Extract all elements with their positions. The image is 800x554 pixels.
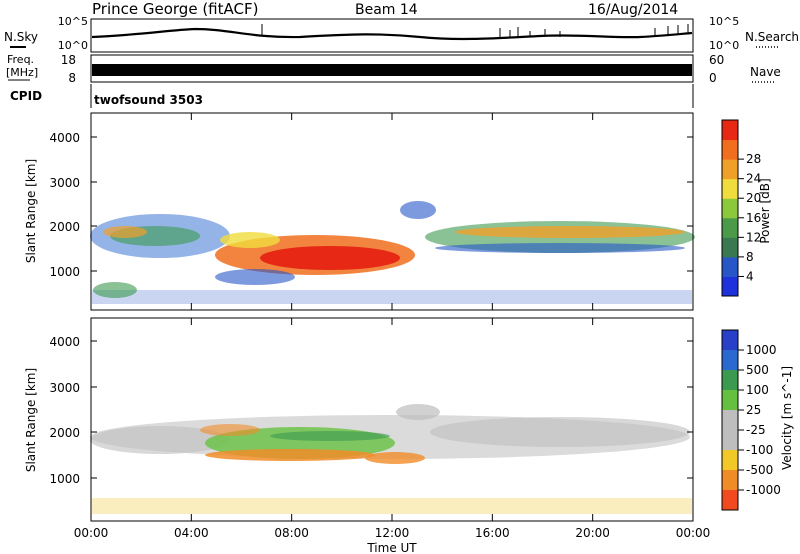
x-axis-ticks: 00:00 04:00 08:00 12:00 16:00 20:00 00:00 [74,113,711,540]
freq-panel-frame [90,54,694,83]
colorbar-segment [722,256,738,277]
colorbar-tick-label: -25 [746,423,766,437]
noise-panel-frame [90,18,694,53]
noise-sky-trace [91,27,693,41]
x-tick-label: 04:00 [174,526,209,540]
colorbar-segment [722,350,738,371]
x-tick-label: 08:00 [274,526,309,540]
power-colorbar-label: Power [dB] [758,178,772,243]
colorbar-segment [722,120,738,141]
freq-label-line2: [MHz] [6,66,38,79]
power-ytick-2000: 2000 [49,220,80,234]
x-tick-label: 00:00 [74,526,109,540]
cpid-program: twofsound 3503 [94,93,203,107]
colorbar-tick-label: 24 [746,172,761,186]
colorbar-tick-label: 12 [746,230,761,244]
colorbar-tick-label: 16 [746,211,761,225]
power-ytick-1000: 1000 [49,265,80,279]
colorbar-segment [722,139,738,160]
velocity-colorbar [722,330,738,511]
colorbar-segment [722,450,738,471]
velocity-ytick-1000: 1000 [49,472,80,486]
freq-left-tick-top: 18 [61,53,76,67]
x-axis-label: Time UT [366,541,417,554]
colorbar-tick-label: -500 [746,463,773,477]
velocity-ylabel: Slant Range [km] [24,368,38,472]
velocity-ytick-3000: 3000 [49,381,80,395]
colorbar-segment [722,330,738,351]
velocity-data-layer [90,318,693,521]
power-data-layer [90,113,695,310]
x-tick-label: 16:00 [475,526,510,540]
colorbar-segment [722,490,738,511]
noise-search-spikes [261,24,689,37]
colorbar-segment [722,237,738,258]
nave-label: Nave [750,65,781,79]
freq-trace-band [92,64,692,76]
noise-right-tick-top: 10^5 [709,15,739,28]
noise-left-tick-top: 10^5 [58,15,88,28]
freq-right-tick-bottom: 0 [709,71,717,85]
colorbar-segment [722,410,738,431]
x-tick-label: 20:00 [575,526,610,540]
velocity-ytick-4000: 4000 [49,335,80,349]
colorbar-tick-label: 28 [746,152,761,166]
noise-sky-label: N.Sky [4,30,38,44]
cpid-label: CPID [10,89,42,103]
power-colorbar-ticks: 4 8 12 16 20 24 28 [738,152,761,283]
colorbar-tick-label: 4 [746,269,754,283]
beam-label: Beam 14 [355,2,418,18]
colorbar-segment [722,198,738,219]
colorbar-segment [722,178,738,199]
velocity-ytick-2000: 2000 [49,426,80,440]
power-ytick-4000: 4000 [49,131,80,145]
velocity-y-ticks [91,340,693,479]
colorbar-tick-label: 20 [746,191,761,205]
colorbar-tick-label: 500 [746,363,769,377]
colorbar-segment [722,276,738,297]
velocity-colorbar-label: Velocity [m s^-1] [780,366,794,470]
colorbar-tick-label: -100 [746,443,773,457]
power-ylabel: Slant Range [km] [24,159,38,263]
colorbar-segment [722,470,738,491]
colorbar-segment [722,159,738,180]
colorbar-tick-label: -1000 [746,483,781,497]
power-colorbar [722,120,738,297]
velocity-colorbar-ticks: 1000 500 100 25 -25 -100 -500 -1000 [738,343,781,497]
power-ytick-3000: 3000 [49,176,80,190]
colorbar-tick-label: 8 [746,250,754,264]
colorbar-tick-label: 100 [746,383,769,397]
x-tick-label: 00:00 [676,526,711,540]
velocity-colorbar-frame [721,329,739,511]
colorbar-segment [722,430,738,451]
station-title: Prince George (fitACF) [92,0,258,18]
power-colorbar-frame [721,119,739,297]
noise-left-tick-bottom: 10^0 [58,39,88,52]
colorbar-tick-label: 1000 [746,343,777,357]
freq-left-tick-bottom: 8 [68,71,76,85]
freq-right-tick-top: 60 [709,53,724,67]
colorbar-segment [722,370,738,391]
colorbar-tick-label: 25 [746,403,761,417]
noise-right-tick-bottom: 10^0 [709,39,739,52]
colorbar-segment [722,390,738,411]
date-label: 16/Aug/2014 [588,2,678,18]
power-y-ticks [91,136,693,272]
noise-search-label: N.Search [745,30,799,44]
colorbar-segment [722,217,738,238]
freq-label-line1: Freq. [7,53,34,66]
x-tick-label: 12:00 [375,526,410,540]
